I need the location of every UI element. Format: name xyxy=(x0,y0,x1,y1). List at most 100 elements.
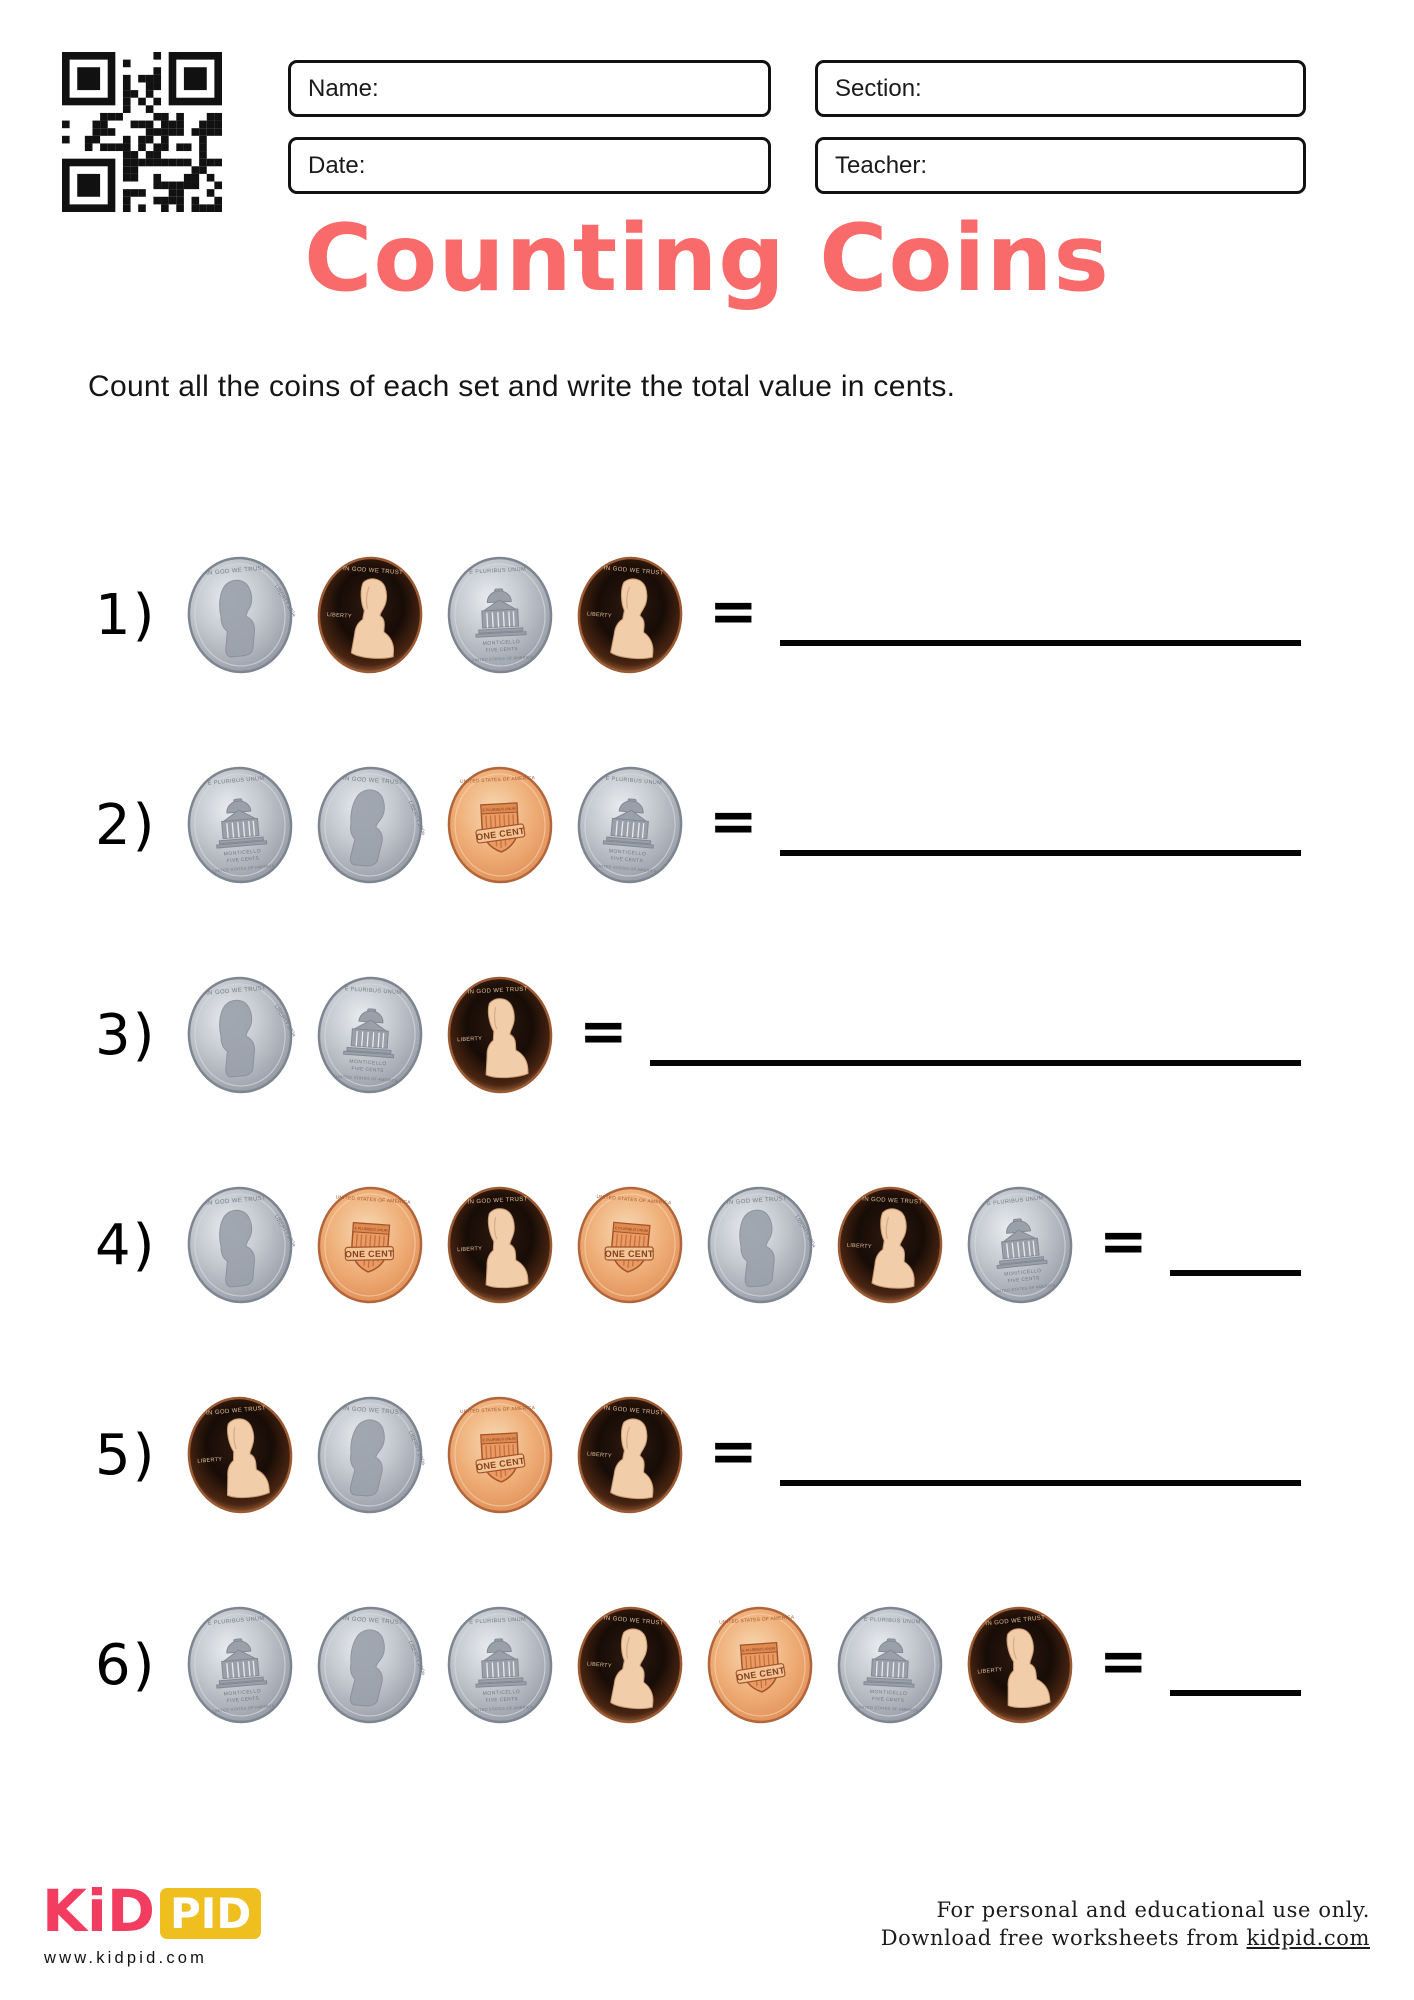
svg-text:LIBERTY: LIBERTY xyxy=(587,1661,612,1669)
svg-text:UNITED STATES OF AMERICA: UNITED STATES OF AMERICA xyxy=(460,775,536,785)
svg-text:IN GOD WE TRUST: IN GOD WE TRUST xyxy=(206,566,267,577)
svg-text:FIVE CENTS: FIVE CENTS xyxy=(227,855,260,864)
coin-set: IN GOD WE TRUST LIBERTY 2004 E PLURIBUS UN… xyxy=(185,973,555,1097)
answer-blank[interactable] xyxy=(779,640,1301,646)
svg-text:E PLURIBUS UNUM: E PLURIBUS UNUM xyxy=(208,1616,265,1627)
svg-text:E PLURIBUS UNUM: E PLURIBUS UNUM xyxy=(605,776,662,787)
kidpid-logo: KiD PID xyxy=(42,1882,262,1940)
answer-blank[interactable] xyxy=(779,850,1301,856)
svg-text:MONTICELLO: MONTICELLO xyxy=(483,1689,521,1697)
svg-text:IN GOD WE TRUST: IN GOD WE TRUST xyxy=(343,566,404,576)
coin-penny-obverse: IN GOD WE TRUST LIBERTY xyxy=(577,556,683,674)
usage-note-line2-prefix: Download free worksheets from xyxy=(880,1926,1247,1951)
answer-blank[interactable] xyxy=(1169,1270,1301,1276)
svg-text:IN GOD WE TRUST: IN GOD WE TRUST xyxy=(467,1196,527,1205)
usage-note: For personal and educational use only. D… xyxy=(881,1896,1370,1953)
equals-sign: = xyxy=(709,787,758,855)
svg-text:IN GOD WE TRUST: IN GOD WE TRUST xyxy=(467,986,527,995)
svg-text:E PLURIBUS UNUM: E PLURIBUS UNUM xyxy=(208,776,265,787)
svg-text:E PLURIBUS UNUM: E PLURIBUS UNUM xyxy=(864,1617,921,1626)
row-number: 3) xyxy=(95,1002,157,1068)
name-field[interactable]: Name: xyxy=(288,60,771,117)
logo-pid-badge: PID xyxy=(159,1888,262,1939)
svg-text:UNITED STATES OF AMERICA: UNITED STATES OF AMERICA xyxy=(857,1704,919,1712)
qr-code xyxy=(62,52,222,212)
row-number: 5) xyxy=(95,1422,157,1488)
svg-text:E PLURIBUS UNUM: E PLURIBUS UNUM xyxy=(742,1646,775,1652)
svg-text:IN GOD WE TRUST: IN GOD WE TRUST xyxy=(727,1196,788,1206)
svg-text:MONTICELLO: MONTICELLO xyxy=(1004,1268,1042,1278)
svg-text:LIBERTY: LIBERTY xyxy=(977,1667,1002,1676)
answer-blank[interactable] xyxy=(649,1060,1301,1066)
svg-text:UNITED STATES OF AMERICA: UNITED STATES OF AMERICA xyxy=(471,1704,533,1712)
equals-sign: = xyxy=(579,997,628,1065)
svg-text:UNITED STATES OF AMERICA: UNITED STATES OF AMERICA xyxy=(994,1283,1056,1294)
svg-text:IN GOD WE TRUST: IN GOD WE TRUST xyxy=(343,776,404,786)
svg-text:FIVE CENTS: FIVE CENTS xyxy=(227,1695,260,1704)
kidpid-link[interactable]: kidpid.com xyxy=(1246,1926,1370,1951)
svg-text:LIBERTY: LIBERTY xyxy=(457,1036,482,1043)
svg-text:FIVE CENTS: FIVE CENTS xyxy=(486,1696,519,1704)
teacher-field-label: Teacher: xyxy=(835,151,928,179)
svg-text:UNITED STATES OF AMERICA: UNITED STATES OF AMERICA xyxy=(213,1703,275,1713)
equals-sign: = xyxy=(709,577,758,645)
svg-text:E PLURIBUS UNUM: E PLURIBUS UNUM xyxy=(483,1437,516,1443)
coin-penny-obverse: IN GOD WE TRUST LIBERTY xyxy=(577,1606,683,1724)
svg-text:LIBERTY: LIBERTY xyxy=(327,612,352,620)
coin-set: IN GOD WE TRUST LIBERTY IN GOD WE TRUST LIB… xyxy=(185,1393,685,1517)
svg-text:IN GOD WE TRUST: IN GOD WE TRUST xyxy=(604,566,665,577)
answer-blank[interactable] xyxy=(779,1480,1301,1486)
svg-text:IN GOD WE TRUST: IN GOD WE TRUST xyxy=(206,1196,267,1207)
equals-sign: = xyxy=(1099,1207,1148,1275)
coin-set: E PLURIBUS UNUM MONTICELLO FIVE CENTS UNITE… xyxy=(185,763,685,887)
svg-text:LIBERTY: LIBERTY xyxy=(587,611,612,619)
svg-text:E PLURIBUS UNUM: E PLURIBUS UNUM xyxy=(345,986,402,996)
answer-blank[interactable] xyxy=(1169,1690,1301,1696)
page-title: Counting Coins xyxy=(304,204,1110,312)
coin-penny-obverse: IN GOD WE TRUST LIBERTY xyxy=(577,1396,683,1514)
equals-sign: = xyxy=(1099,1627,1148,1695)
teacher-field[interactable]: Teacher: xyxy=(815,137,1306,194)
svg-text:E PLURIBUS UNUM: E PLURIBUS UNUM xyxy=(615,1226,648,1233)
section-field[interactable]: Section: xyxy=(815,60,1306,117)
svg-text:IN GOD WE TRUST: IN GOD WE TRUST xyxy=(604,1406,665,1417)
svg-text:FIVE CENTS: FIVE CENTS xyxy=(1007,1275,1040,1284)
coin-set: E PLURIBUS UNUM MONTICELLO FIVE CENTS UNITE… xyxy=(185,1603,1075,1727)
coin-problem-row: 3) IN GOD WE TRUST LIBERTY 2004 E PLURIBUS… xyxy=(95,930,1301,1140)
instructions-text: Count all the coins of each set and writ… xyxy=(88,370,956,403)
svg-text:IN GOD WE TRUST: IN GOD WE TRUST xyxy=(206,1406,267,1417)
svg-text:E PLURIBUS UNUM: E PLURIBUS UNUM xyxy=(987,1195,1044,1207)
svg-text:MONTICELLO: MONTICELLO xyxy=(223,848,261,857)
row-number: 4) xyxy=(95,1212,157,1278)
svg-text:MONTICELLO: MONTICELLO xyxy=(349,1059,387,1068)
svg-text:IN GOD WE TRUST: IN GOD WE TRUST xyxy=(604,1616,665,1627)
svg-text:FIVE CENTS: FIVE CENTS xyxy=(611,855,644,864)
svg-text:UNITED STATES OF AMERICA: UNITED STATES OF AMERICA xyxy=(471,654,533,662)
coin-penny-obverse: IN GOD WE TRUST LIBERTY xyxy=(447,976,553,1094)
coin-penny-obverse: IN GOD WE TRUST LIBERTY xyxy=(317,556,423,674)
usage-note-line2: Download free worksheets from kidpid.com xyxy=(881,1924,1370,1952)
svg-text:LIBERTY: LIBERTY xyxy=(587,1451,612,1459)
svg-text:FIVE CENTS: FIVE CENTS xyxy=(872,1696,905,1704)
logo-website-url: www.kidpid.com xyxy=(44,1949,208,1967)
coin-problem-row: 6) E PLURIBUS UNUM MONTICELLO FIVE CENTS UN… xyxy=(95,1560,1301,1770)
date-field[interactable]: Date: xyxy=(288,137,771,194)
